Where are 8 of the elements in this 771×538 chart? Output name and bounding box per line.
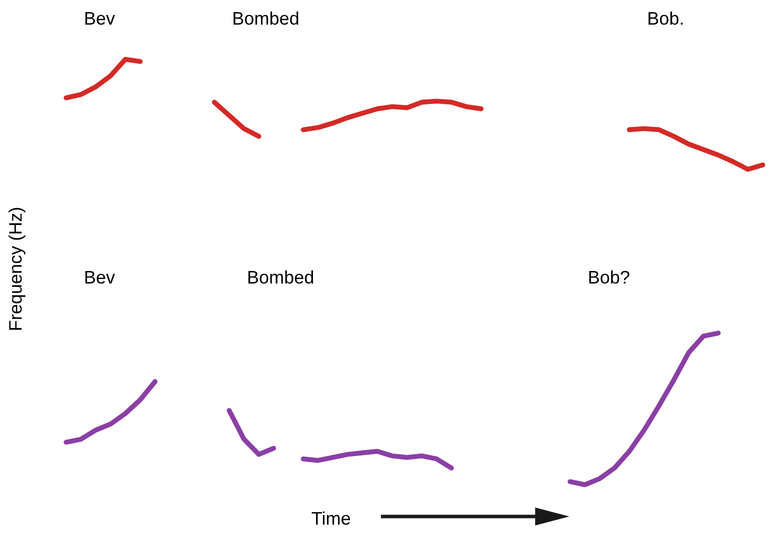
text: Bev	[85, 271, 115, 284]
x-axis-title: Time	[312, 511, 350, 525]
text: Bob?	[589, 270, 630, 284]
text: Bob.	[648, 11, 683, 25]
text: Bev	[85, 12, 115, 25]
text: Bombed	[234, 11, 298, 25]
text: Bombed	[248, 270, 314, 284]
y-axis-title: Frequency (Hz)	[8, 208, 26, 330]
